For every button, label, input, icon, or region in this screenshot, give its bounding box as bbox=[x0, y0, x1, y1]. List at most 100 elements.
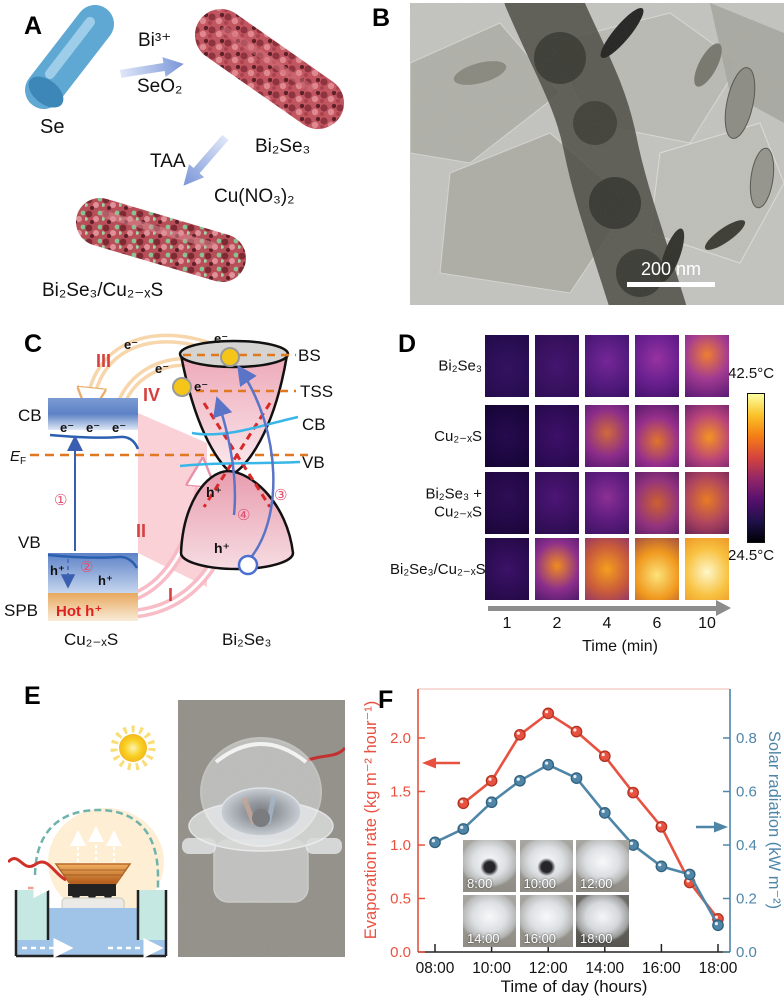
panel-c-band-diagram: CB e⁻ e⁻ e⁻ EF VB h⁺ h⁺ SPB Hot h⁺ Cu₂₋ₓ… bbox=[4, 331, 333, 649]
series-line-left bbox=[462, 711, 720, 920]
data-point bbox=[514, 728, 526, 741]
data-point-glint bbox=[488, 777, 492, 781]
data-point-glint bbox=[629, 789, 634, 793]
thermal-time-tick: 10 bbox=[698, 615, 716, 632]
data-point bbox=[542, 707, 555, 720]
data-point-glint bbox=[658, 823, 662, 827]
right-axis-title: Solar radiation (kW m⁻²) bbox=[765, 731, 783, 909]
thermal-image-cell bbox=[485, 405, 529, 467]
inset-photo: 12:00 bbox=[576, 840, 629, 892]
scale-bar-label: 200 nm bbox=[641, 259, 701, 279]
data-point bbox=[598, 750, 611, 763]
data-point-glint bbox=[516, 777, 520, 781]
composite-rod-art bbox=[76, 198, 246, 282]
data-point bbox=[683, 868, 696, 881]
roman-iv: IV bbox=[143, 385, 160, 405]
thermal-image-cell bbox=[585, 335, 629, 397]
vb-right-label: VB bbox=[302, 453, 325, 472]
inset-photo: 8:00 bbox=[463, 840, 516, 892]
circled-1: ① bbox=[54, 492, 67, 509]
data-point-glint bbox=[573, 774, 577, 779]
bi2se3-rod-art bbox=[195, 9, 344, 129]
bs-label: BS bbox=[298, 346, 321, 365]
temperature-colorbar bbox=[747, 393, 765, 543]
thermal-image-cell bbox=[485, 538, 529, 600]
right-tick-label: 0.4 bbox=[736, 837, 757, 854]
reaction-arrow-1 bbox=[119, 57, 184, 78]
electron-label: e⁻ bbox=[155, 361, 169, 376]
data-point-glint bbox=[714, 915, 718, 919]
inset-photo: 16:00 bbox=[519, 895, 573, 947]
data-point bbox=[570, 725, 583, 738]
left-axis-pointer-head bbox=[422, 757, 436, 769]
x-tick-label: 16:00 bbox=[642, 960, 681, 977]
data-point bbox=[598, 807, 611, 819]
inset-time-label: 16:00 bbox=[523, 931, 557, 946]
inset-time-label: 18:00 bbox=[580, 931, 613, 946]
inset-time-label: 8:00 bbox=[467, 876, 493, 891]
panel-a-synthesis-schematic: Se Bi³⁺ SeO₂ Bi₂Se₃ TAA Cu(NO₃)₂ Bi₂Se₃/… bbox=[25, 5, 344, 301]
thermal-row-label: Bi₂Se₃ + Cu₂₋ₓS bbox=[425, 485, 482, 521]
panel-e-label: E bbox=[24, 682, 41, 710]
right-tick-label: 0.0 bbox=[736, 944, 757, 961]
thermal-image-cell bbox=[635, 405, 679, 467]
thermal-time-axis-label: Time (min) bbox=[582, 638, 658, 655]
right-tick-label: 0.2 bbox=[736, 891, 757, 908]
left-axis-title: Evaporation rate (kg m⁻² hour⁻¹) bbox=[362, 701, 380, 939]
bi2se3-label: Bi₂Se₃ bbox=[255, 136, 310, 157]
inset-photo: 14:00 bbox=[463, 895, 516, 947]
roman-iii: III bbox=[96, 351, 111, 371]
data-point bbox=[655, 820, 668, 833]
panel-e-evaporator-schematic bbox=[8, 725, 168, 958]
electron-label: e⁻ bbox=[214, 331, 228, 346]
fermi-level-label: EF bbox=[10, 448, 26, 467]
sun-icon bbox=[119, 734, 147, 762]
hole-label: h⁺ bbox=[214, 540, 230, 556]
product-label: Bi₂Se₃/Cu₂₋ₓS bbox=[42, 280, 163, 301]
inset-time-label: 14:00 bbox=[467, 931, 500, 946]
electron-label: e⁻ bbox=[124, 337, 138, 352]
thermal-image-cell bbox=[685, 335, 729, 397]
data-point bbox=[485, 774, 498, 787]
cb-curve-bi2se3 bbox=[191, 415, 299, 436]
electron-label: e⁻ bbox=[194, 379, 208, 394]
data-point bbox=[457, 823, 470, 835]
time-arrow bbox=[488, 606, 716, 611]
cb-band-cu2xs bbox=[48, 398, 138, 430]
absorber-base bbox=[68, 884, 116, 896]
x-tick-label: 14:00 bbox=[585, 960, 624, 977]
x-axis-title: Time of day (hours) bbox=[501, 977, 648, 996]
data-point bbox=[655, 860, 668, 873]
electron-label: e⁻ bbox=[112, 420, 126, 435]
data-point bbox=[627, 839, 639, 851]
chart-inset-photos: 8:00 10:00 12:00 14:00 16:00 18:00 bbox=[463, 840, 629, 948]
water-basin bbox=[48, 908, 138, 940]
side-channel-right bbox=[138, 890, 166, 940]
thermal-row-label: Cu₂₋ₓS bbox=[434, 428, 482, 445]
spb-band-cu2xs bbox=[48, 593, 138, 621]
circled-4: ④ bbox=[237, 507, 250, 524]
panel-a-label: A bbox=[24, 12, 43, 40]
left-tick-label: 0.0 bbox=[390, 944, 411, 961]
data-point bbox=[514, 774, 526, 787]
data-point-glint bbox=[714, 922, 718, 926]
thermal-image-cell bbox=[535, 405, 579, 467]
reagent-bi3: Bi³⁺ bbox=[138, 30, 171, 51]
cb-left-label: CB bbox=[18, 406, 42, 425]
panel-b-label: B bbox=[372, 4, 391, 32]
vb-left-label: VB bbox=[18, 533, 41, 552]
thermal-row-label: Bi₂Se₃ bbox=[438, 357, 482, 375]
cb-right-label: CB bbox=[302, 415, 326, 434]
circled-3: ③ bbox=[274, 487, 287, 504]
hole-label: h⁺ bbox=[206, 484, 222, 500]
container-walls bbox=[14, 890, 168, 958]
data-point-glint bbox=[516, 731, 520, 735]
water-flow-channel bbox=[16, 940, 166, 956]
se-label: Se bbox=[40, 116, 64, 138]
data-point bbox=[627, 786, 639, 799]
thermal-image-cell bbox=[585, 472, 629, 534]
data-point-glint bbox=[573, 728, 577, 732]
thermal-image-cell bbox=[535, 335, 579, 397]
electron-label: e⁻ bbox=[86, 420, 100, 435]
excitation-arrow-3 bbox=[237, 364, 275, 562]
